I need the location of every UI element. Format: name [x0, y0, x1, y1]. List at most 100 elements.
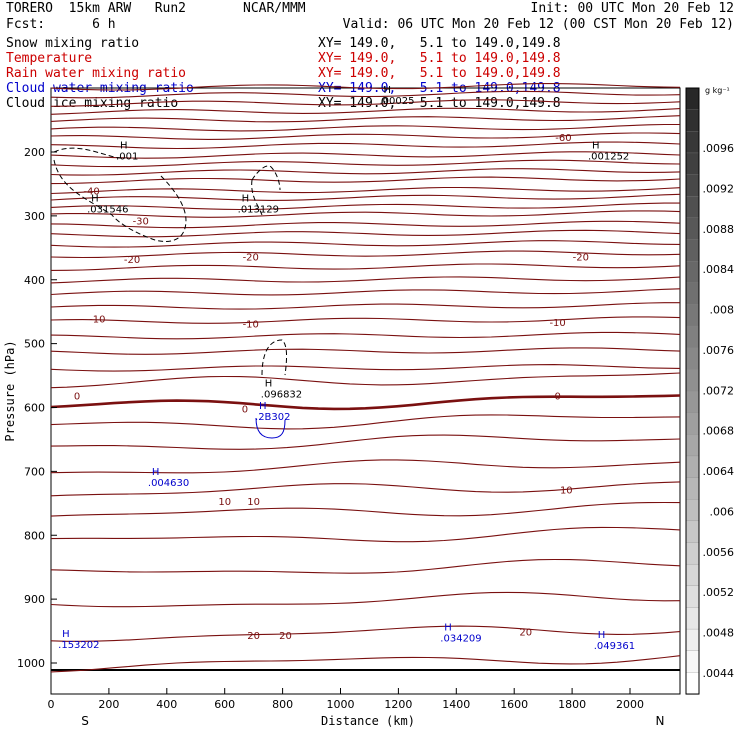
temperature-isotherms	[50, 83, 681, 673]
maximum-value-label: .153202	[58, 640, 99, 651]
isotherm-label: -10	[89, 314, 105, 325]
maximum-marker: H	[265, 379, 273, 390]
isotherm-line	[50, 558, 681, 574]
isotherm-line	[50, 434, 681, 450]
maximum-value-label: .049361	[594, 641, 635, 652]
y-tick-label: 800	[24, 529, 45, 542]
y-tick-label: 400	[24, 274, 45, 287]
maximum-marker: H	[120, 140, 128, 151]
y-tick-label: 700	[24, 465, 45, 478]
isotherm-line	[50, 115, 681, 123]
x-tick-label: 2000	[616, 698, 644, 711]
colorbar-label: .0044	[703, 667, 735, 680]
maxima-labels: H.001H.001252H.031546H.013129H.096832H.2…	[58, 85, 635, 652]
isotherm-label: 0	[242, 404, 248, 415]
isotherm-label: 10	[218, 497, 231, 508]
isotherm-line	[50, 394, 681, 411]
colorbar-label: .0072	[703, 384, 735, 397]
isotherm-line	[50, 250, 681, 259]
isotherm-line	[50, 331, 681, 340]
x-tick-label: 400	[156, 698, 177, 711]
maximum-value-label: .001252	[588, 151, 629, 162]
colorbar-band	[685, 174, 700, 197]
colorbar-band	[685, 109, 700, 132]
colorbar-label: .0088	[703, 223, 735, 236]
colorbar-frame	[685, 87, 700, 695]
y-tick-label: 900	[24, 593, 45, 606]
xy-cloud-ice: XY= 149.0, 5.1 to 149.0,149.8	[318, 96, 561, 111]
colorbar-label: .0056	[703, 546, 735, 559]
xy-snow: XY= 149.0, 5.1 to 149.0,149.8	[318, 36, 561, 51]
colorbar-band	[685, 304, 700, 327]
x-tick-label: 1600	[500, 698, 528, 711]
legend-snow: Snow mixing ratio	[6, 36, 140, 51]
isotherm-line	[50, 288, 681, 296]
colorbar-band	[685, 628, 700, 652]
maximum-marker: H	[91, 193, 99, 204]
maximum-marker: H	[384, 85, 392, 96]
colorbar-band	[685, 650, 700, 674]
colorbar-band	[685, 412, 700, 435]
xy-temperature: XY= 149.0, 5.1 to 149.0,149.8	[318, 51, 561, 66]
colorbar-band	[685, 196, 700, 219]
isotherm-line	[50, 90, 681, 99]
colorbar-band	[685, 499, 700, 522]
legend-rain: Rain water mixing ratio	[6, 66, 187, 81]
colorbar-label: .008	[710, 304, 735, 317]
colorbar-band	[685, 131, 700, 154]
isotherm-line	[50, 202, 680, 211]
isotherm-line	[50, 132, 681, 140]
isotherm-line	[50, 347, 681, 355]
isotherm-line	[50, 240, 681, 248]
isotherm-line	[50, 107, 681, 115]
rain-contour	[261, 339, 288, 376]
colorbar-label: .0076	[703, 344, 735, 357]
maximum-marker: H	[152, 467, 160, 478]
x-tick-label: 1800	[558, 698, 586, 711]
colorbar-label: .0064	[703, 465, 735, 478]
isotherm-label: -30	[133, 217, 149, 228]
isotherm-label: 0	[554, 392, 560, 403]
maximum-value-label: .004630	[148, 478, 189, 489]
y-axis-ticks: 200 300 400 500 600 700 800 900 1000	[17, 146, 57, 670]
colorbar-band	[685, 152, 700, 176]
colorbar-band	[685, 455, 700, 479]
colorbar: .0096 .0092 .0088 .0084 .008 .0076 .0072 .0068.…	[685, 87, 735, 695]
x-tick-label: 1200	[384, 698, 412, 711]
y-tick-label: 600	[24, 402, 45, 415]
colorbar-label: .0048	[703, 627, 735, 640]
isotherm-label: 20	[247, 631, 260, 642]
isotherm-line	[50, 193, 681, 201]
org-title: NCAR/MMM	[243, 1, 306, 16]
colorbar-label: .006	[710, 505, 735, 518]
colorbar-band	[685, 672, 700, 695]
legend-temperature: Temperature	[6, 51, 93, 66]
isotherm-label: 0	[74, 392, 80, 403]
colorbar-unit: g kg⁻¹	[705, 86, 730, 95]
isotherm-label: -60	[555, 133, 571, 144]
isotherm-line	[50, 526, 681, 543]
x-tick-label: 0	[48, 698, 55, 711]
isotherm-line	[50, 186, 681, 195]
isotherm-line	[50, 501, 681, 517]
isotherm-line	[50, 123, 680, 132]
colorbar-band	[685, 585, 700, 609]
x-tick-label: 1000	[327, 698, 355, 711]
isotherm-line	[50, 591, 681, 608]
maximum-value-label: .00025	[380, 96, 415, 107]
isotherm-line	[50, 414, 681, 430]
isotherm-label: 20	[519, 627, 532, 638]
isotherm-line	[50, 159, 681, 168]
isotherm-label: -10	[243, 319, 259, 330]
colorbar-band	[685, 325, 700, 349]
maximum-value-label: .034209	[440, 634, 481, 645]
y-tick-label: 200	[24, 146, 45, 159]
legend-cloud-water: Cloud water mixing ratio	[6, 81, 194, 96]
maximum-value-label: .013129	[238, 204, 279, 215]
x-axis-label: Distance (km)	[321, 714, 415, 728]
isotherm-line	[50, 316, 681, 324]
hydrometeor-contours	[53, 147, 288, 439]
x-axis-ticks: 0 200 400 600 800 1000 1200 1400 1600 1800 2000	[48, 688, 644, 711]
x-axis-left-end: S	[81, 714, 89, 728]
